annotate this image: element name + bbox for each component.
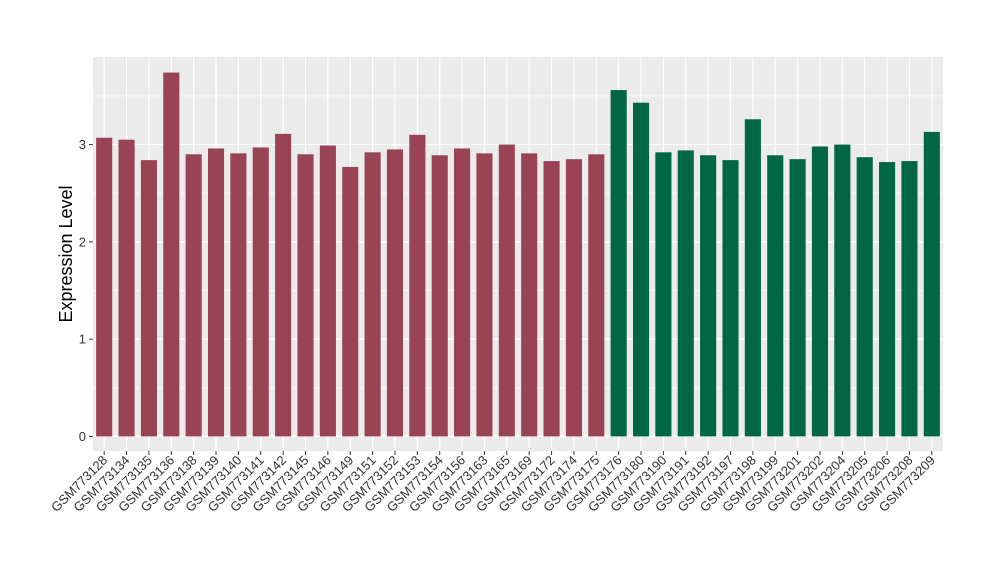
bar-GSM773135 — [140, 160, 157, 437]
y-tick-label: 2 — [79, 234, 86, 249]
bar-GSM773146 — [319, 145, 336, 437]
bar-GSM773191 — [677, 150, 694, 437]
bar-GSM773206 — [879, 162, 896, 437]
bar-GSM773154 — [431, 155, 448, 437]
y-axis-title: Expression Level — [56, 185, 76, 322]
bar-GSM773208 — [901, 161, 918, 437]
bar-GSM773199 — [767, 155, 784, 437]
bar-GSM773172 — [543, 161, 560, 437]
bar-GSM773151 — [364, 152, 381, 437]
bar-GSM773145 — [297, 154, 314, 437]
bar-GSM773136 — [163, 72, 180, 437]
bar-GSM773209 — [923, 131, 940, 437]
bar-GSM773198 — [744, 119, 761, 437]
bar-GSM773169 — [521, 153, 538, 437]
y-tick-label: 1 — [79, 332, 86, 347]
bar-GSM773128 — [96, 137, 113, 437]
bar-GSM773174 — [565, 159, 582, 437]
bar-GSM773141 — [252, 147, 269, 437]
bar-GSM773139 — [207, 148, 225, 437]
bar-GSM773205 — [856, 157, 873, 437]
bar-GSM773140 — [230, 153, 247, 437]
bar-GSM773192 — [700, 155, 717, 437]
bar-GSM773138 — [185, 154, 202, 437]
bar-GSM773156 — [454, 148, 471, 437]
bar-GSM773149 — [342, 166, 359, 437]
bar-GSM773163 — [476, 153, 493, 437]
bar-GSM773152 — [386, 149, 404, 437]
bar-GSM773175 — [588, 154, 605, 437]
bar-GSM773204 — [834, 144, 851, 437]
x-axis-ticks: GSM773128GSM773134GSM773135GSM773136GSM7… — [48, 451, 938, 515]
bar-GSM773134 — [118, 139, 135, 437]
bar-GSM773190 — [655, 152, 672, 437]
bar-GSM773142 — [275, 133, 292, 437]
bar-GSM773202 — [811, 146, 829, 437]
bar-GSM773180 — [632, 102, 650, 437]
bar-GSM773165 — [498, 144, 515, 437]
y-tick-label: 3 — [79, 137, 86, 152]
y-tick-label: 0 — [79, 429, 86, 444]
bar-GSM773197 — [722, 160, 739, 437]
bar-GSM773176 — [610, 90, 627, 437]
bar-GSM773201 — [789, 159, 806, 437]
bars — [96, 72, 940, 437]
bar-GSM773153 — [409, 134, 426, 437]
y-axis-ticks: 0 1 2 3 — [79, 137, 93, 444]
